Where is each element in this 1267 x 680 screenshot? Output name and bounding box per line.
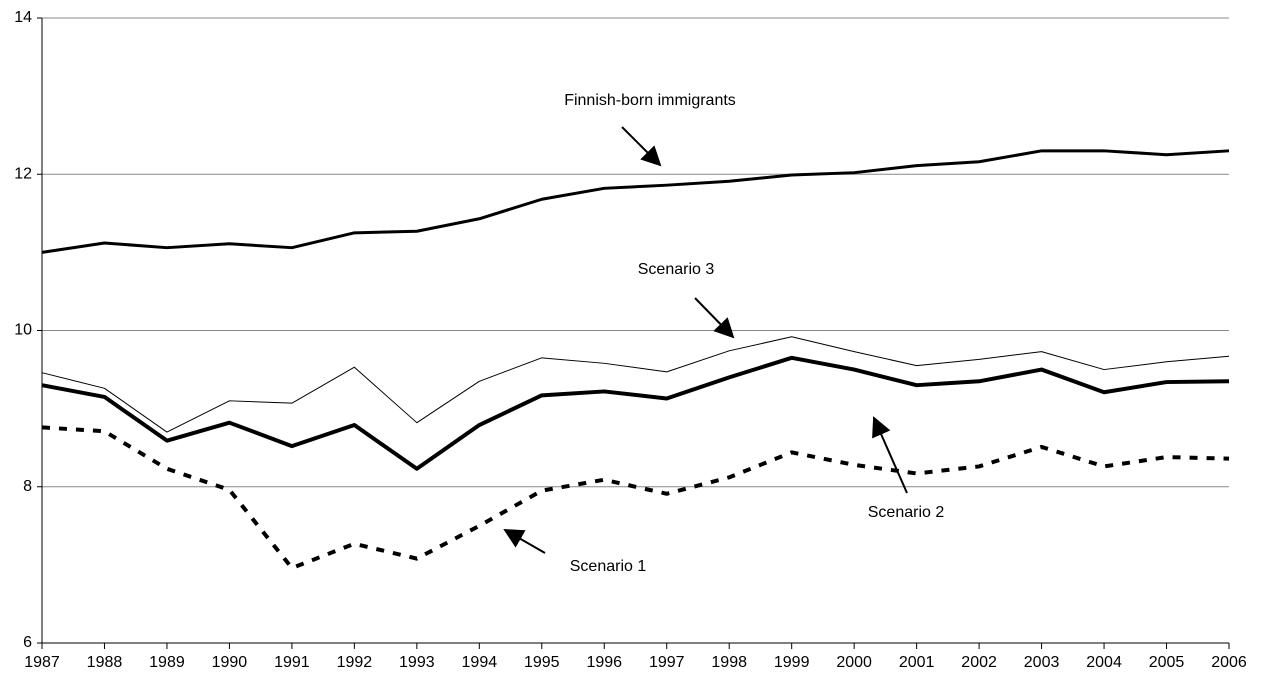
x-tick-label: 1997 xyxy=(649,654,685,671)
plot: 6 8 10 12 14 1987 1988 1989 1990 1991 1992 1993 1994… xyxy=(14,9,1247,671)
x-tick-label: 1993 xyxy=(399,654,435,671)
x-tick-label: 1991 xyxy=(274,654,310,671)
x-tick-label: 1995 xyxy=(524,654,560,671)
x-tick-label: 2002 xyxy=(961,654,997,671)
y-tick-label: 8 xyxy=(23,478,32,495)
x-tick-label: 1987 xyxy=(24,654,60,671)
series-line xyxy=(41,149,1230,254)
annotations: Finnish-born immigrants Scenario 3 Scena… xyxy=(503,92,945,575)
y-tick-label: 14 xyxy=(14,9,32,26)
x-tick-label: 2001 xyxy=(899,654,935,671)
x-tick-label: 2000 xyxy=(836,654,872,671)
x-tick-label: 1998 xyxy=(711,654,747,671)
series-line xyxy=(41,336,1230,433)
annotation-arrow xyxy=(621,126,662,167)
x-tick-label: 1994 xyxy=(462,654,498,671)
x-tick-label: 2004 xyxy=(1086,654,1122,671)
x-tick-label: 1999 xyxy=(774,654,810,671)
series-line xyxy=(41,355,1230,471)
annotation-arrow xyxy=(503,529,546,554)
y-tick-label: 6 xyxy=(23,634,32,651)
x-tick-label: 1996 xyxy=(586,654,622,671)
x-tick-label: 2003 xyxy=(1024,654,1060,671)
annotation: Finnish-born immigrants xyxy=(564,92,736,109)
annotation: Scenario 2 xyxy=(868,504,945,521)
y-tick-label: 12 xyxy=(14,165,32,182)
x-tick-label: 1992 xyxy=(337,654,373,671)
x-tick-label: 1990 xyxy=(212,654,248,671)
annotation-arrow xyxy=(694,297,735,339)
annotation: Scenario 1 xyxy=(570,558,647,575)
annotation-arrow xyxy=(872,416,908,494)
annotation: Scenario 3 xyxy=(638,261,715,278)
x-tick-label: 1988 xyxy=(87,654,123,671)
x-tick-label: 1989 xyxy=(149,654,185,671)
x-tick-label: 2005 xyxy=(1149,654,1185,671)
y-tick-label: 10 xyxy=(14,322,32,339)
x-tick-label: 2006 xyxy=(1211,654,1247,671)
series-line xyxy=(41,425,1230,570)
